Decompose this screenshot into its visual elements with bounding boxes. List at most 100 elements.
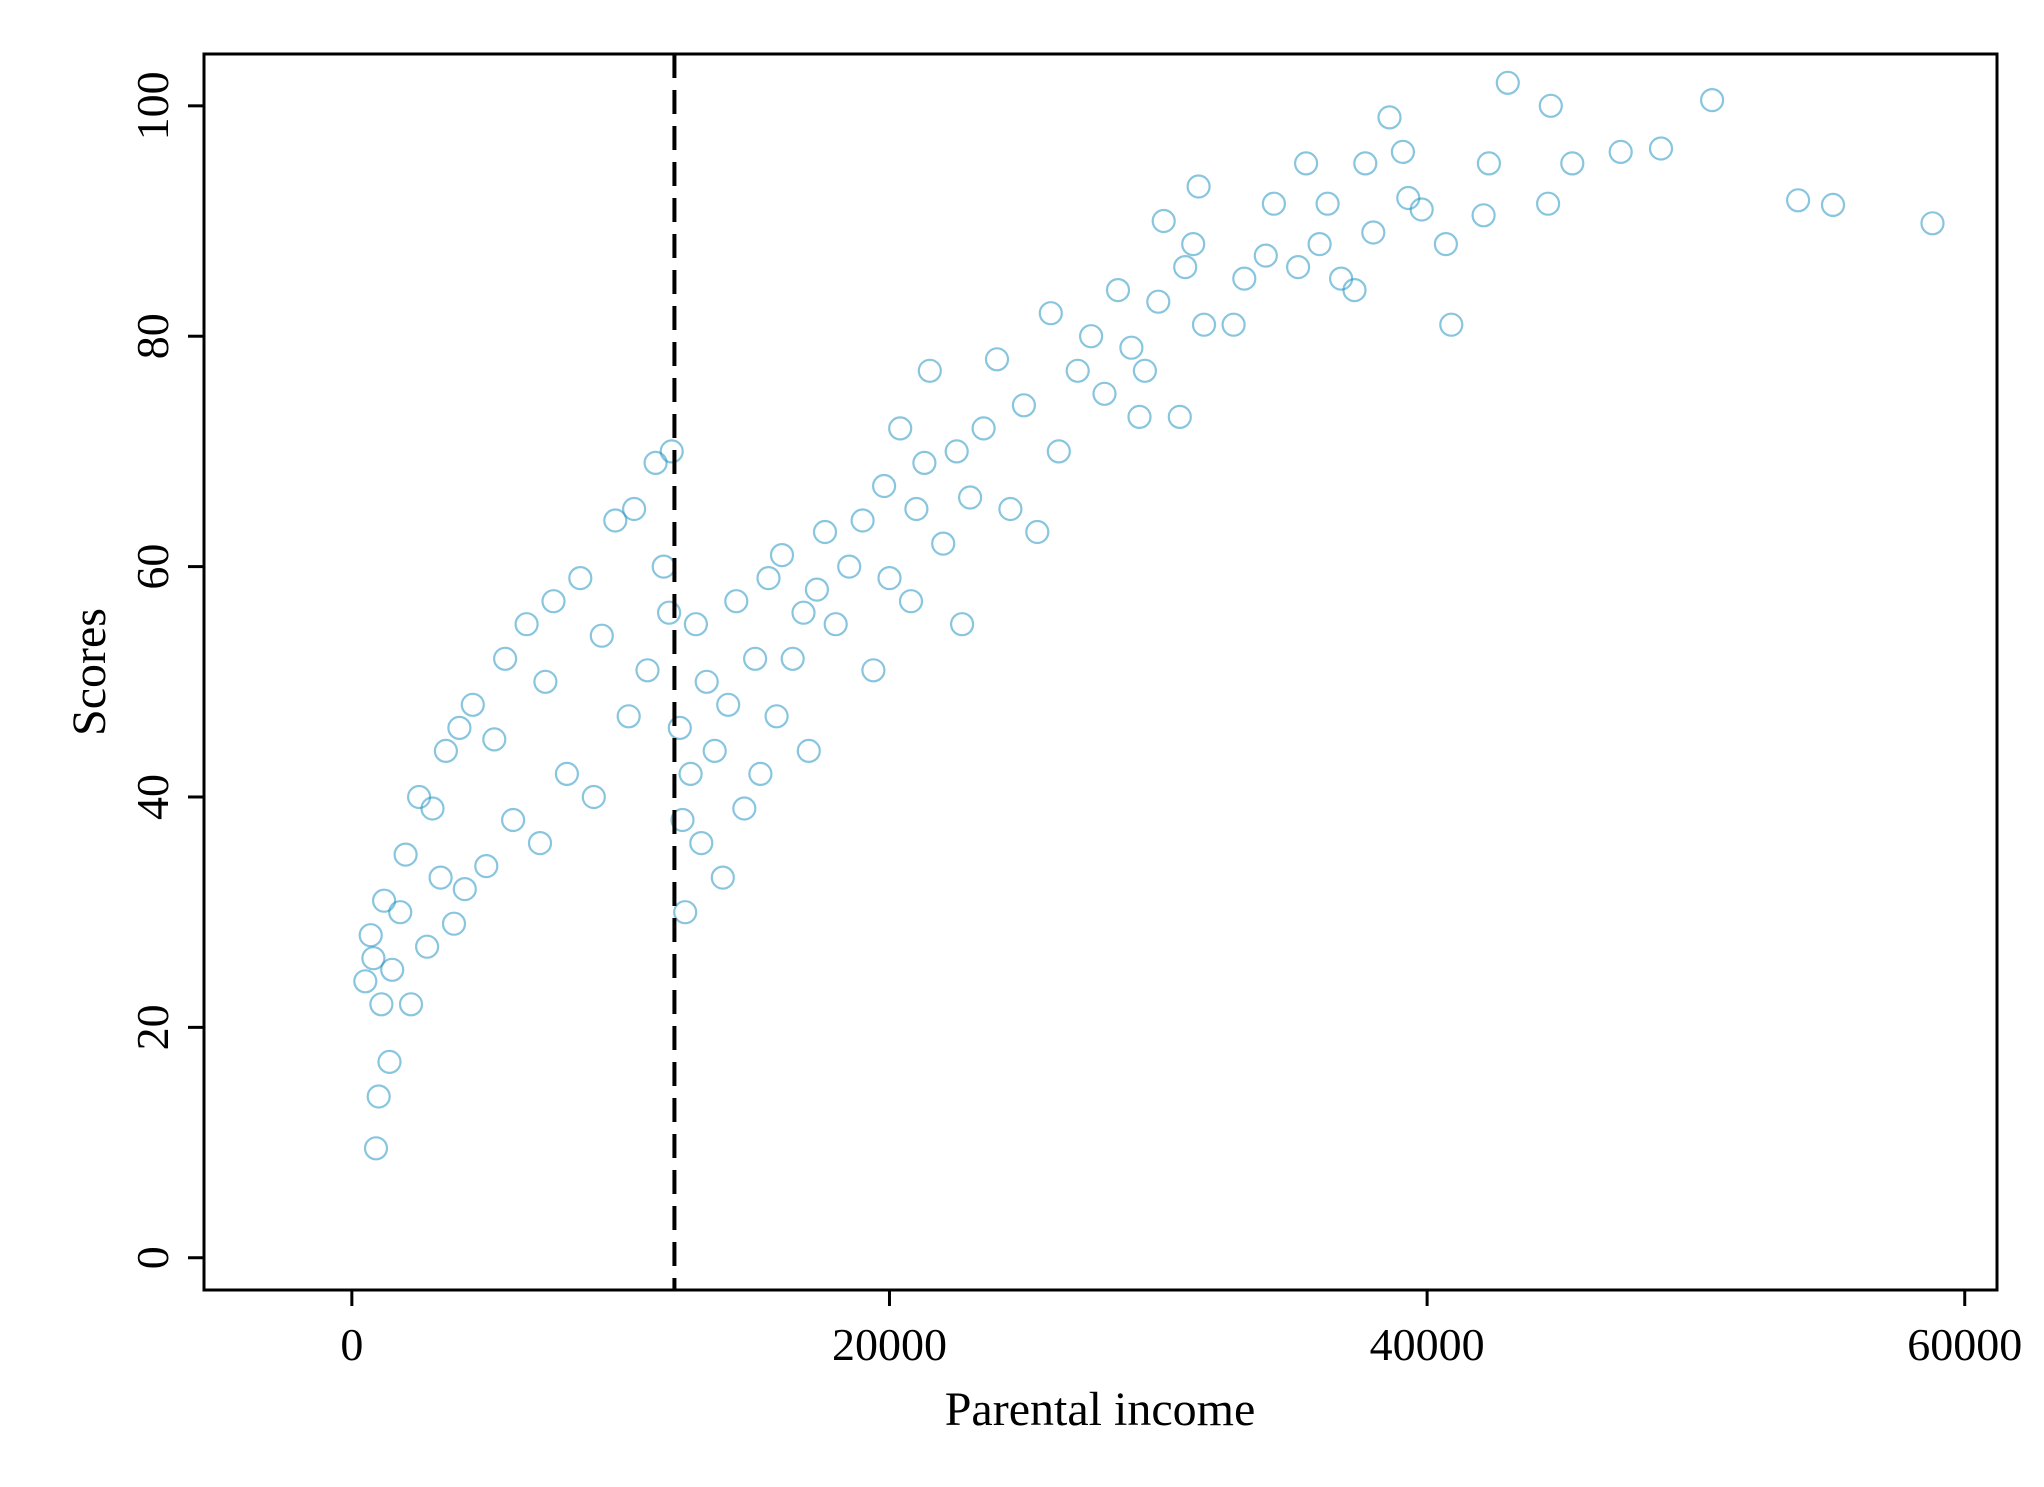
data-point — [603, 508, 628, 533]
data-point — [764, 704, 789, 729]
data-point — [447, 715, 472, 741]
data-point — [702, 738, 727, 764]
data-point — [358, 923, 383, 948]
data-point — [398, 992, 424, 1017]
data-point — [1119, 335, 1144, 360]
data-point — [812, 519, 838, 545]
data-point — [452, 876, 477, 902]
data-point — [1293, 151, 1319, 176]
data-point — [1105, 278, 1131, 303]
data-point — [554, 761, 580, 787]
data-point — [667, 715, 692, 741]
data-point — [1476, 151, 1502, 176]
data-point — [732, 796, 757, 821]
x-tick-label: 20000 — [832, 1319, 947, 1370]
data-point — [1353, 151, 1378, 176]
data-point — [1092, 381, 1117, 406]
data-point — [581, 784, 606, 810]
data-point — [1186, 174, 1211, 199]
data-point — [1535, 191, 1561, 216]
data-point — [366, 1084, 391, 1109]
data-point — [1307, 232, 1332, 257]
data-point — [363, 1136, 389, 1161]
y-tick-label: 40 — [127, 774, 178, 820]
data-point — [659, 439, 684, 464]
data-point — [635, 658, 660, 683]
data-point — [1261, 191, 1287, 216]
y-axis-title: Scores — [63, 608, 116, 736]
data-point — [716, 692, 741, 717]
data-point — [984, 347, 1010, 372]
y-tick-label: 20 — [127, 1004, 178, 1050]
data-point — [1608, 139, 1633, 164]
data-point — [823, 612, 848, 637]
data-point — [898, 589, 924, 614]
data-point — [433, 738, 458, 764]
data-point — [944, 439, 969, 464]
x-tick-label: 0 — [340, 1319, 363, 1370]
data-point — [710, 865, 735, 890]
data-point — [428, 865, 453, 890]
data-point — [1785, 188, 1811, 213]
data-point — [1409, 197, 1434, 222]
y-tick-label: 100 — [127, 71, 178, 140]
data-point — [1151, 208, 1176, 234]
data-points — [353, 70, 1945, 1161]
data-point — [756, 565, 781, 591]
data-point — [957, 485, 983, 510]
data-point — [1820, 192, 1846, 217]
data-point — [1342, 278, 1367, 303]
data-point — [1315, 191, 1340, 216]
data-point — [780, 646, 805, 671]
y-tick-label: 80 — [127, 313, 178, 359]
data-point — [1560, 151, 1585, 176]
data-point — [804, 577, 830, 602]
data-point — [482, 727, 507, 752]
data-point — [1078, 324, 1104, 349]
data-point — [643, 450, 668, 475]
data-point — [493, 646, 518, 671]
data-point — [372, 888, 397, 913]
data-point — [949, 612, 975, 637]
data-point — [420, 796, 445, 821]
data-point — [377, 1049, 402, 1075]
data-point — [393, 842, 418, 867]
data-point — [361, 946, 386, 971]
data-point — [1439, 312, 1464, 337]
data-point — [837, 554, 862, 579]
data-point — [460, 692, 485, 717]
data-point — [1132, 358, 1158, 383]
data-point — [589, 623, 614, 648]
data-point — [791, 600, 816, 625]
plot-area-frame — [202, 52, 1999, 1292]
data-point — [527, 830, 553, 856]
data-point — [1361, 220, 1386, 245]
data-point — [415, 934, 440, 959]
data-point — [689, 830, 714, 856]
data-point — [1471, 203, 1496, 228]
data-point — [500, 807, 526, 833]
y-tick-label: 0 — [127, 1246, 178, 1269]
x-axis-title: Parental income — [945, 1383, 1256, 1436]
data-point — [888, 416, 913, 441]
data-point — [673, 900, 698, 925]
data-point — [1232, 266, 1257, 291]
data-point — [1648, 136, 1674, 161]
data-point — [441, 911, 467, 936]
data-point — [353, 969, 378, 994]
data-point — [1538, 93, 1563, 118]
data-point — [1377, 105, 1402, 130]
data-point — [1046, 439, 1071, 464]
data-point — [724, 589, 749, 614]
data-point — [871, 473, 897, 499]
data-point — [683, 612, 709, 637]
data-point — [369, 992, 394, 1017]
data-point — [1191, 312, 1217, 337]
data-point — [656, 600, 682, 625]
x-tick-label: 60000 — [1907, 1319, 2022, 1370]
data-point — [1025, 519, 1050, 545]
data-point — [380, 957, 405, 982]
data-point — [541, 589, 566, 614]
